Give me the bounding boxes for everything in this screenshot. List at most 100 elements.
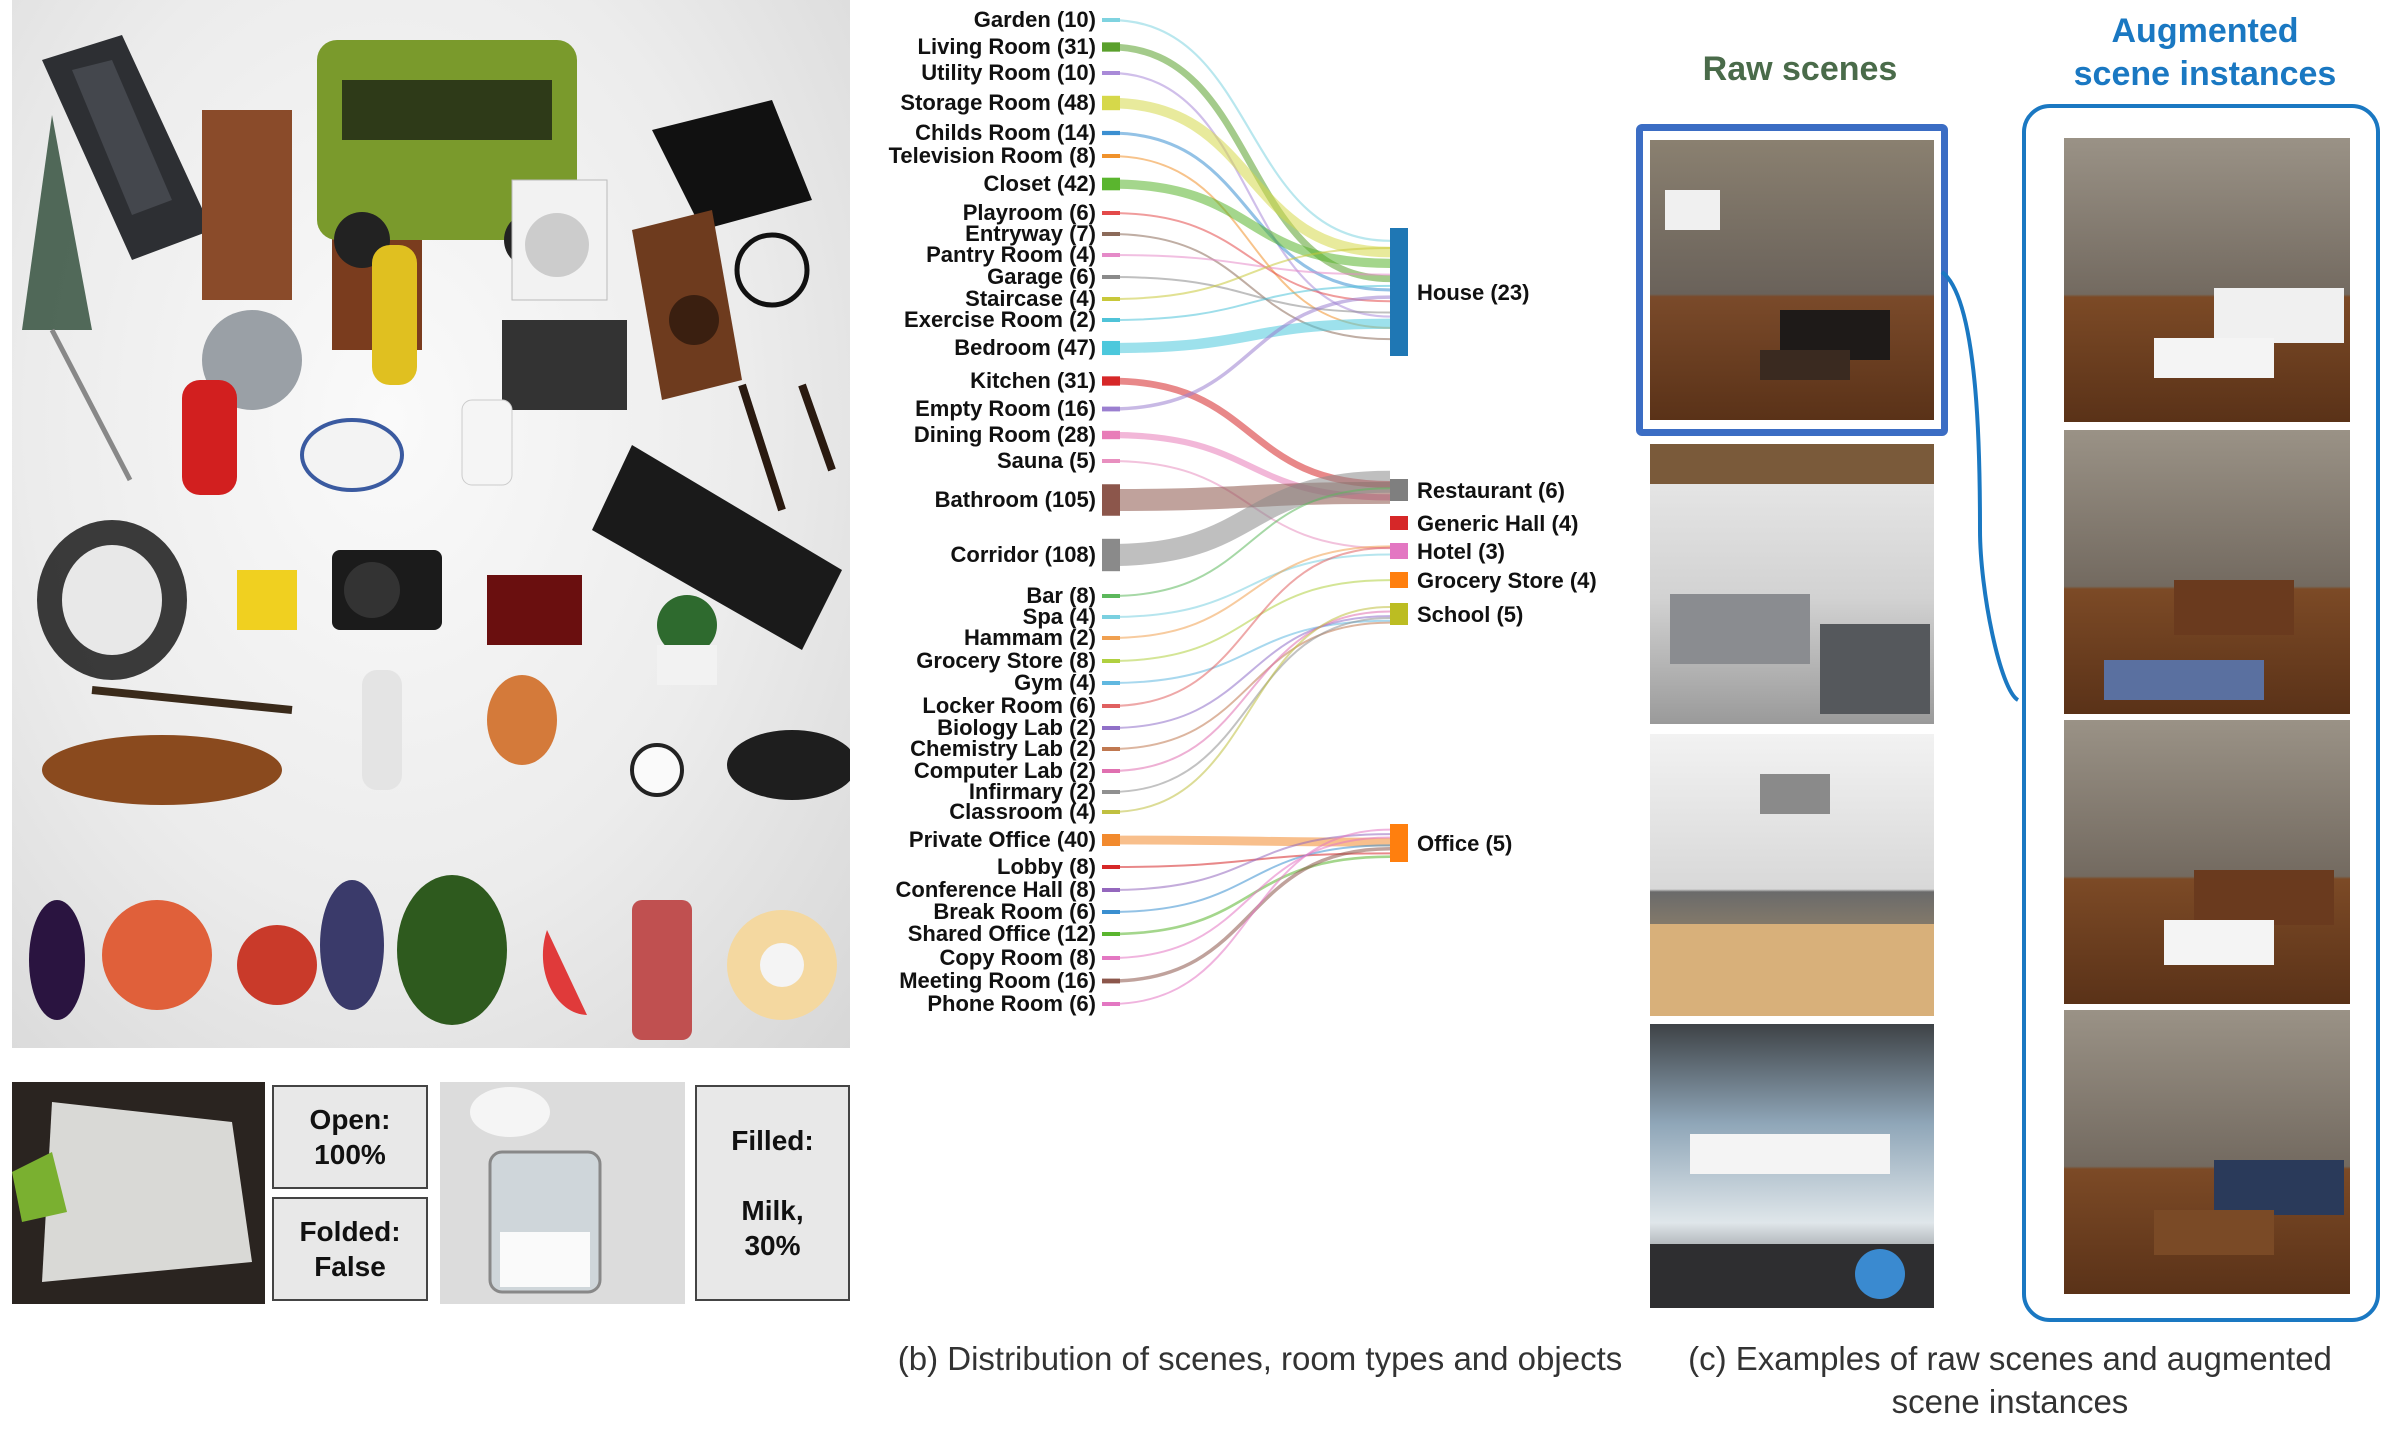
sankey-source-label: Storage Room (48) <box>900 90 1096 115</box>
sankey-link <box>1109 545 1391 639</box>
sankey-source-node <box>1102 932 1120 936</box>
sankey-source-node <box>1102 430 1120 440</box>
sankey-source-node <box>1102 978 1120 984</box>
sankey-source-node <box>1102 615 1120 619</box>
augmented-instances-frame <box>2022 104 2380 1322</box>
sankey-target-label: Office (5) <box>1417 831 1512 856</box>
sankey-source-label: Hammam (2) <box>964 625 1096 650</box>
sankey-link <box>1109 212 1391 303</box>
sankey-target-node <box>1390 603 1408 625</box>
sankey-source-node <box>1102 459 1120 463</box>
sankey-source-label: Empty Room (16) <box>915 396 1096 421</box>
sankey-source-label: Garden (10) <box>974 7 1096 32</box>
sankey-source-label: Exercise Room (2) <box>904 307 1096 332</box>
sankey-source-label: Grocery Store (8) <box>916 648 1096 673</box>
sankey-target-label: Hotel (3) <box>1417 539 1505 564</box>
sankey-source-node <box>1102 275 1120 279</box>
sankey-link <box>1109 615 1391 729</box>
sankey-source-label: Meeting Room (16) <box>899 968 1096 993</box>
sankey-source-label: Biology Lab (2) <box>937 715 1096 740</box>
sankey-source-node <box>1102 726 1120 730</box>
sankey-source-label: Corridor (108) <box>951 542 1096 567</box>
sankey-source-node <box>1102 865 1120 869</box>
sankey-source-node <box>1102 376 1120 386</box>
sankey-source-label: Phone Room (6) <box>927 991 1096 1016</box>
sankey-link <box>1109 847 1391 983</box>
sankey-link <box>1109 233 1391 341</box>
cloth-photo <box>12 1082 265 1304</box>
sankey-source-label: Childs Room (14) <box>915 120 1096 145</box>
sankey-source-node <box>1102 888 1120 892</box>
sankey-source-node <box>1102 154 1120 158</box>
filled-state-label: Filled: Milk, 30% <box>731 1125 814 1261</box>
scene-room-sankey-chart: Garden (10)Living Room (31)Utility Room … <box>889 7 1597 1016</box>
panel-c-caption: (c) Examples of raw scenes and augmented… <box>1688 1340 2332 1420</box>
open-state-callout: Open: 100% <box>272 1085 428 1189</box>
raw-scene-office <box>1650 1024 1934 1308</box>
sankey-source-label: Entryway (7) <box>965 221 1096 246</box>
sankey-target-node <box>1390 228 1408 356</box>
sankey-source-label: Locker Room (6) <box>922 693 1096 718</box>
sankey-target-node <box>1390 543 1408 559</box>
sankey-link <box>1109 835 1391 847</box>
sankey-source-label: Pantry Room (4) <box>926 242 1096 267</box>
open-state-label: Open: 100% <box>309 1104 391 1170</box>
raw-scene-lab <box>1650 734 1934 1016</box>
sankey-source-label: Kitchen (31) <box>970 368 1096 393</box>
object-assets-illustration <box>22 35 850 1040</box>
sankey-source-node <box>1102 538 1120 572</box>
sankey-source-label: Bar (8) <box>1026 583 1096 608</box>
sankey-source-label: Living Room (31) <box>918 34 1096 59</box>
augmented-scene-4 <box>2064 1010 2350 1294</box>
sankey-link <box>1109 97 1391 258</box>
sankey-link <box>1109 246 1391 300</box>
sankey-source-node <box>1102 18 1120 22</box>
sankey-link <box>1109 487 1391 597</box>
sankey-source-label: Bathroom (105) <box>935 487 1096 512</box>
sankey-source-label: Gym (4) <box>1014 670 1096 695</box>
sankey-link <box>1109 617 1391 793</box>
sankey-source-label: Spa (4) <box>1023 604 1096 629</box>
sankey-target-label: Grocery Store (4) <box>1417 568 1597 593</box>
sankey-target-node <box>1390 572 1408 588</box>
sankey-source-node <box>1102 769 1120 773</box>
sankey-source-node <box>1102 910 1120 914</box>
sankey-source-label: Playroom (6) <box>963 200 1096 225</box>
sankey-source-node <box>1102 232 1120 236</box>
object-states-examples: Open: 100% Folded: False Filled: Milk, 3… <box>12 1082 850 1304</box>
sankey-source-label: Closet (42) <box>984 171 1096 196</box>
sankey-link <box>1109 610 1391 772</box>
sankey-source-node <box>1102 253 1120 257</box>
sankey-link <box>1109 579 1391 662</box>
pitcher-photo <box>440 1082 685 1304</box>
sankey-source-node <box>1102 484 1120 516</box>
sankey-source-node <box>1102 211 1120 215</box>
sankey-link <box>1109 295 1391 411</box>
sankey-link <box>1109 855 1391 936</box>
sankey-target-label: House (23) <box>1417 280 1529 305</box>
sankey-link <box>1109 470 1391 566</box>
sankey-source-label: Bedroom (47) <box>954 335 1096 360</box>
folded-state-callout: Folded: False <box>272 1197 428 1301</box>
sankey-source-node <box>1102 659 1120 663</box>
sankey-target-node <box>1390 479 1408 501</box>
sankey-source-label: Television Room (8) <box>889 143 1096 168</box>
augmentation-bracket <box>1940 270 2020 702</box>
sankey-link <box>1109 828 1391 1005</box>
sankey-source-label: Dining Room (28) <box>914 422 1096 447</box>
sankey-source-label: Utility Room (10) <box>921 60 1096 85</box>
sankey-source-label: Infirmary (2) <box>969 779 1096 804</box>
filled-state-callout: Filled: Milk, 30% <box>695 1085 850 1301</box>
sankey-source-label: Garage (6) <box>987 264 1096 289</box>
sankey-source-label: Staircase (4) <box>965 286 1096 311</box>
sankey-link <box>1109 18 1391 242</box>
sankey-source-node <box>1102 747 1120 751</box>
sankey-link <box>1109 844 1391 913</box>
sankey-link <box>1109 546 1391 707</box>
sankey-source-node <box>1102 318 1120 322</box>
sankey-source-label: Sauna (5) <box>997 448 1096 473</box>
augmented-scene-3 <box>2064 720 2350 1004</box>
sankey-source-node <box>1102 42 1120 52</box>
sankey-target-label: Generic Hall (4) <box>1417 511 1578 536</box>
sankey-source-node <box>1102 95 1120 111</box>
